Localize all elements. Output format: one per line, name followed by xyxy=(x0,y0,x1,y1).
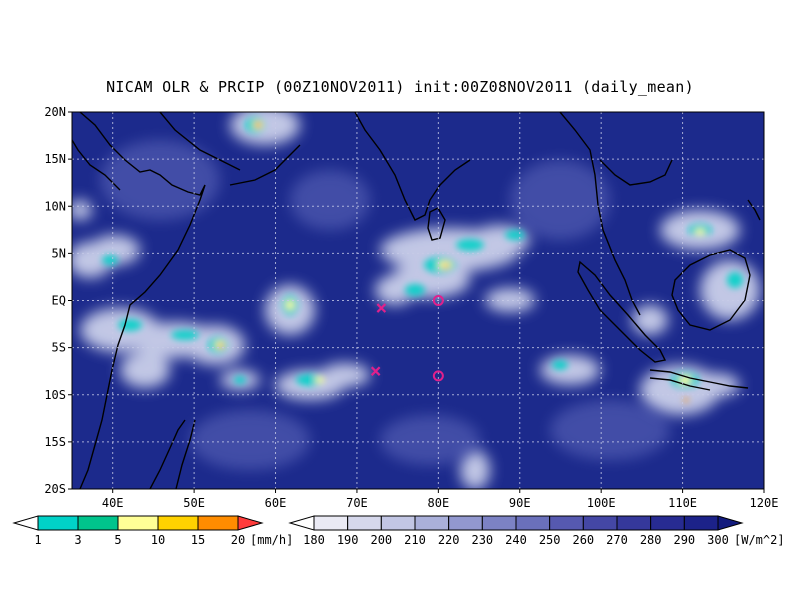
colorbar-level-label: 200 xyxy=(370,533,392,547)
lat-tick-label: 15S xyxy=(44,435,66,449)
colorbar-box xyxy=(683,515,719,531)
grid-lines xyxy=(72,112,764,489)
lon-tick-label: 60E xyxy=(265,496,287,510)
colorbar-box xyxy=(117,515,159,531)
x-marker xyxy=(376,303,387,313)
colorbar-box xyxy=(37,515,79,531)
lat-tick-label: 20N xyxy=(44,105,66,119)
lon-tick-label: 90E xyxy=(509,496,531,510)
circle-marker xyxy=(432,295,444,306)
map-title: NICAM OLR & PRCIP (00Z10NOV2011) init:00… xyxy=(106,78,694,96)
colorbar-level-label: 1 xyxy=(34,533,41,547)
colorbar-box xyxy=(515,515,551,531)
lat-tick-label: 15N xyxy=(44,152,66,166)
colorbar-level-label: 270 xyxy=(606,533,628,547)
precip-layer xyxy=(102,117,743,402)
colorbar-max-arrow xyxy=(717,515,744,531)
lon-tick-label: 50E xyxy=(183,496,205,510)
colorbar-box xyxy=(313,515,349,531)
lon-axis: 40E 50E 60E 70E 80E 90E 100E 110E 120E xyxy=(102,489,779,510)
colorbar-min-arrow xyxy=(288,515,315,531)
colorbar-level-label: 210 xyxy=(404,533,426,547)
colorbar-box xyxy=(549,515,584,531)
colorbar-box xyxy=(616,515,652,531)
lon-tick-label: 70E xyxy=(346,496,368,510)
lon-tick-label: 120E xyxy=(750,496,779,510)
colorbar-level-label: 300 xyxy=(707,533,729,547)
lon-tick-label: 110E xyxy=(668,496,697,510)
lat-tick-label: 10N xyxy=(44,199,66,213)
colorbar-level-label: 190 xyxy=(337,533,359,547)
lon-tick-label: 100E xyxy=(587,496,616,510)
colorbar-box xyxy=(650,515,685,531)
olr-colorbar: 180 190 200 210 220 230 240 250 260 270 280 290 300 [… xyxy=(288,515,785,547)
lat-tick-label: 5N xyxy=(52,246,66,260)
x-marker xyxy=(370,366,381,376)
colorbar-box xyxy=(157,515,199,531)
colorbar-level-label: 290 xyxy=(673,533,695,547)
colorbar-level-label: 10 xyxy=(151,533,165,547)
lat-tick-label: 5S xyxy=(52,341,66,355)
colorbar-box xyxy=(197,515,239,531)
colorbar-level-label: 240 xyxy=(505,533,527,547)
colorbar-unit-label: [W/m^2] xyxy=(734,533,785,547)
colorbar-box xyxy=(481,515,517,531)
lat-tick-label: 20S xyxy=(44,482,66,496)
lon-tick-label: 40E xyxy=(102,496,124,510)
colorbar-level-label: 15 xyxy=(191,533,205,547)
colorbar-box xyxy=(448,515,483,531)
lat-tick-label: 10S xyxy=(44,388,66,402)
circle-marker xyxy=(432,370,444,382)
colorbar-level-label: 3 xyxy=(74,533,81,547)
colorbar-unit-label: [mm/h] xyxy=(250,533,293,547)
coastlines xyxy=(72,112,761,489)
colorbar-level-label: 5 xyxy=(114,533,121,547)
colorbar-box xyxy=(582,515,618,531)
lat-axis: 20N 15N 10N 5N EQ 5S 10S 15S 20S xyxy=(44,105,72,496)
colorbar-box xyxy=(77,515,119,531)
colorbar-box xyxy=(347,515,382,531)
colorbar-level-label: 230 xyxy=(471,533,493,547)
colorbar-min-arrow xyxy=(12,515,39,531)
colorbar-box xyxy=(414,515,450,531)
cloud-layer xyxy=(72,112,760,489)
colorbar-level-label: 220 xyxy=(438,533,460,547)
colorbar-max-arrow xyxy=(237,515,264,531)
colorbar-level-label: 250 xyxy=(539,533,561,547)
lat-tick-label: EQ xyxy=(52,294,66,308)
colorbar-level-label: 180 xyxy=(303,533,325,547)
colorbar-level-label: 260 xyxy=(572,533,594,547)
colorbar-box xyxy=(380,515,416,531)
marker-layer xyxy=(370,295,444,382)
haze-layer xyxy=(100,140,670,470)
precip-colorbar: 1 3 5 10 15 20 [mm/h] xyxy=(12,515,293,547)
lon-tick-label: 80E xyxy=(428,496,450,510)
colorbar-level-label: 280 xyxy=(640,533,662,547)
colorbar-level-label: 20 xyxy=(231,533,245,547)
